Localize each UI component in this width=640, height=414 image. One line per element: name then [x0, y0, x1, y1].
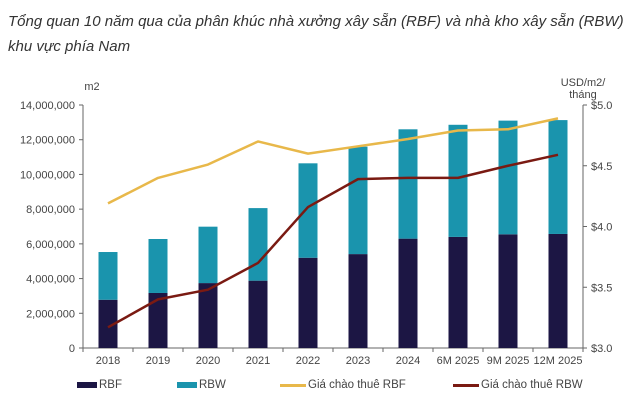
bar-rbw	[548, 120, 568, 234]
bar-rbf	[348, 254, 368, 348]
left-tick-label: 8,000,000	[26, 204, 75, 216]
legend-item-rbw-rent: Giá chào thuê RBW	[453, 379, 583, 391]
x-tick-label: 12M 2025	[534, 355, 583, 367]
x-tick-label: 2019	[146, 355, 170, 367]
legend-item-rbf: RBF	[77, 379, 122, 391]
x-tick-label: 2023	[346, 355, 370, 367]
bar-rbw	[448, 124, 468, 237]
bar-rbf	[98, 299, 118, 348]
legend-swatch	[177, 382, 197, 388]
bar-rbw	[248, 208, 268, 281]
chart-title: Tổng quan 10 năm qua của phân khúc nhà x…	[8, 13, 624, 55]
legend-swatch	[280, 383, 306, 387]
x-tick-label: 2022	[296, 355, 320, 367]
x-tick-label: 6M 2025	[437, 355, 480, 367]
bar-rbf	[198, 283, 218, 348]
x-tick-label: 2018	[96, 355, 120, 367]
bar-rbf	[148, 292, 168, 348]
bar-rbf	[448, 236, 468, 348]
bar-rbw	[198, 226, 218, 284]
left-axis-label: m2	[84, 81, 99, 93]
line-series-rbf-rent	[107, 117, 559, 205]
x-tick-label: 9M 2025	[487, 355, 530, 367]
left-tick-label: 12,000,000	[20, 135, 75, 147]
x-tick-label: 2021	[246, 355, 270, 367]
line-series-rbw-rent	[107, 153, 559, 329]
right-tick-label: $4.0	[591, 222, 612, 234]
right-tick-label: $5.0	[591, 100, 612, 112]
bar-rbw	[348, 146, 368, 255]
bar-rbw	[98, 252, 118, 300]
legend-swatch	[453, 383, 479, 387]
right-axis-label: USD/m2/	[561, 77, 607, 89]
left-tick-label: 2,000,000	[26, 308, 75, 320]
x-tick-label: 2024	[396, 355, 420, 367]
left-tick-label: 10,000,000	[20, 169, 75, 181]
right-tick-label: $3.0	[591, 343, 612, 355]
left-tick-label: 14,000,000	[20, 100, 75, 112]
left-tick-label: 4,000,000	[26, 274, 75, 286]
left-tick-label: 6,000,000	[26, 239, 75, 251]
bar-rbf	[398, 238, 418, 348]
bar-rbf	[298, 257, 318, 348]
left-tick-label: 0	[69, 343, 75, 355]
legend-label: RBF	[99, 379, 122, 391]
bar-rbw	[398, 129, 418, 239]
legend-item-rbw: RBW	[177, 379, 226, 391]
right-tick-label: $4.5	[591, 161, 612, 173]
x-tick-label: 2020	[196, 355, 220, 367]
bar-rbf	[248, 280, 268, 348]
bar-rbf	[548, 233, 568, 348]
legend-swatch	[77, 382, 97, 388]
legend-label: RBW	[199, 379, 226, 391]
legend-label: Giá chào thuê RBF	[308, 379, 406, 391]
bar-rbw	[498, 120, 518, 235]
bar-rbw	[148, 238, 168, 293]
right-axis-label: tháng	[569, 89, 597, 101]
bar-rbw	[298, 163, 318, 258]
right-tick-label: $3.5	[591, 282, 612, 294]
legend-item-rbf-rent: Giá chào thuê RBF	[280, 379, 406, 391]
legend-label: Giá chào thuê RBW	[481, 379, 583, 391]
bar-rbf	[498, 234, 518, 348]
